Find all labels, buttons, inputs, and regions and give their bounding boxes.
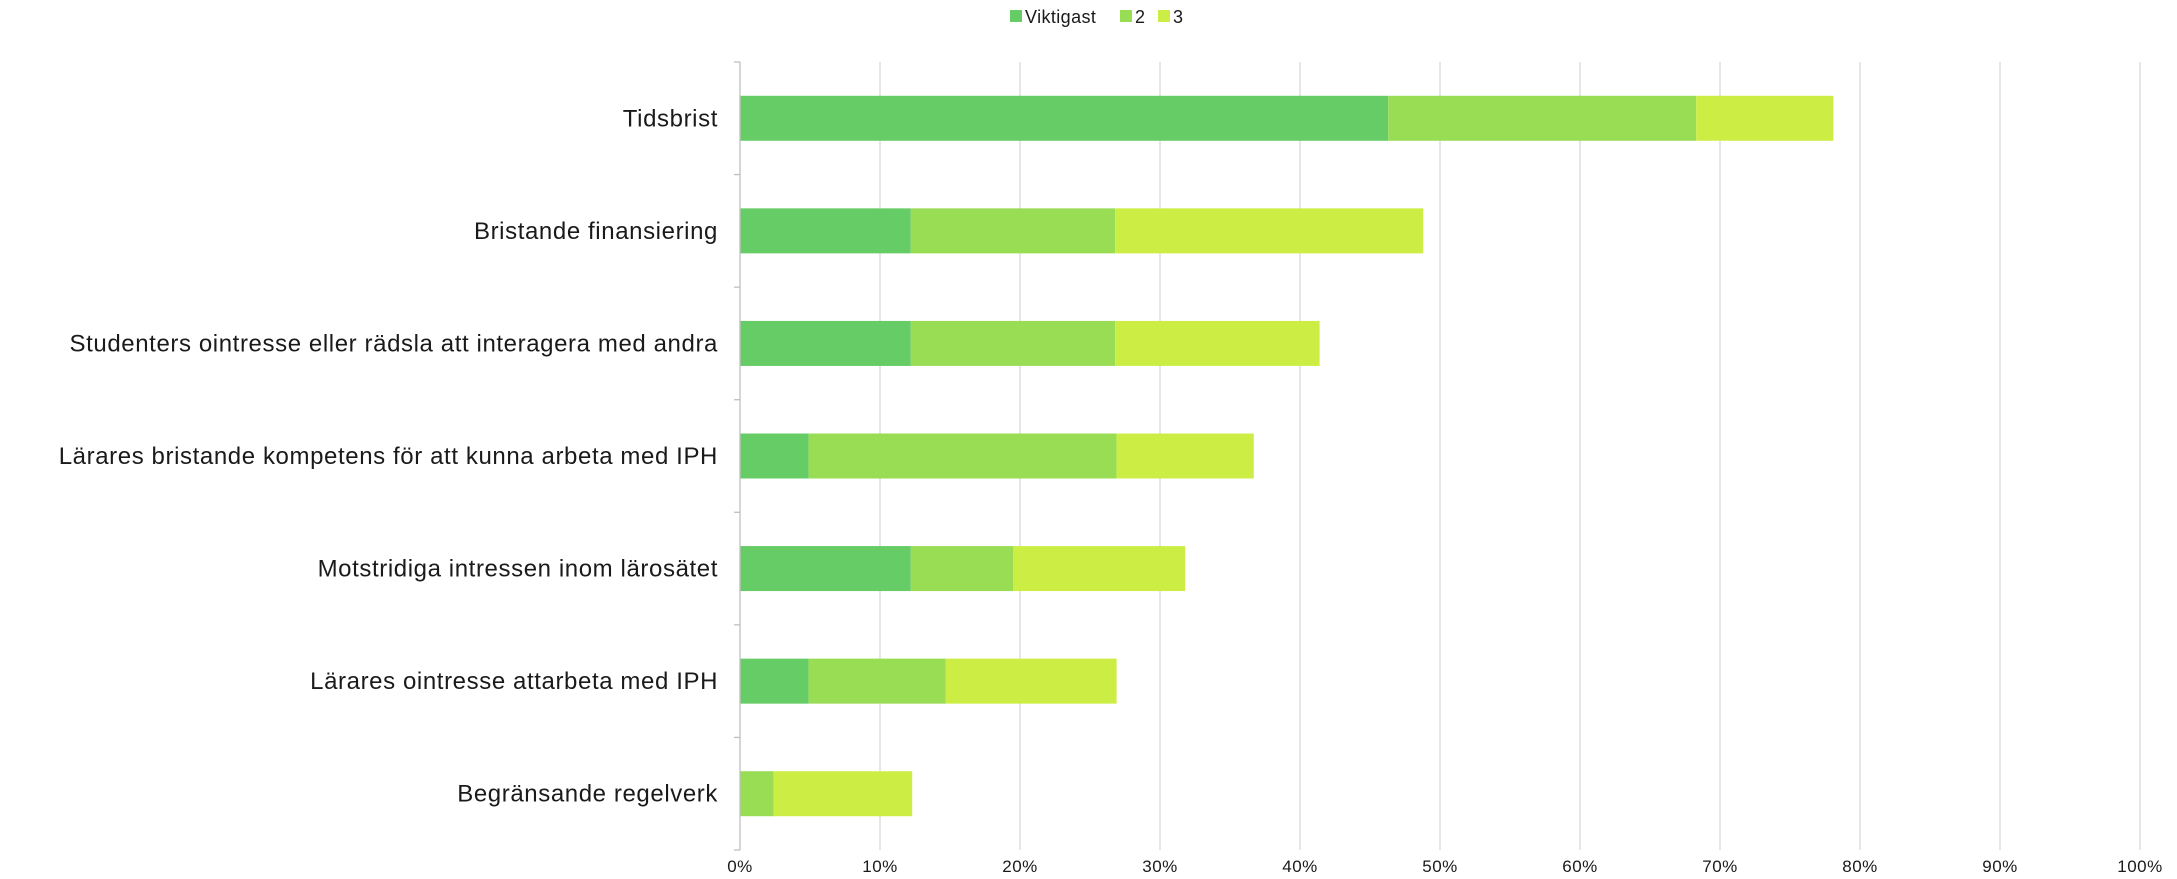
x-tick-label: 40% bbox=[1282, 857, 1318, 876]
bar-segment bbox=[1013, 546, 1186, 592]
legend-swatch bbox=[1158, 10, 1170, 22]
bar-segment bbox=[1116, 433, 1254, 479]
x-tick-label: 10% bbox=[862, 857, 898, 876]
category-label: Lärares ointresse attarbeta med IPH bbox=[310, 668, 718, 695]
bar-segment bbox=[740, 320, 911, 366]
legend-label: Viktigast bbox=[1025, 7, 1096, 27]
category-label: Bristande finansiering bbox=[474, 218, 718, 245]
bar-segment bbox=[740, 95, 1389, 141]
x-tick-labels: 0% 10% 20% 30% 40% 50% 60% 70% 80% 90% 100% bbox=[727, 857, 2162, 876]
bar-segment bbox=[740, 433, 809, 479]
category-label: Tidsbrist bbox=[623, 105, 718, 132]
category-label: Lärares bristande kompetens för att kunn… bbox=[59, 443, 718, 470]
legend-swatch bbox=[1010, 10, 1022, 22]
bar-segment bbox=[910, 546, 1013, 592]
bar-segment bbox=[1115, 208, 1424, 254]
category-label: Studenters ointresse eller rädsla att in… bbox=[70, 330, 719, 357]
category-label: Motstridiga intressen inom lärosätet bbox=[318, 556, 718, 583]
category-axis bbox=[734, 61, 741, 851]
bar-segment bbox=[945, 658, 1117, 704]
bar-segment bbox=[910, 320, 1116, 366]
x-tick-label: 100% bbox=[2117, 857, 2162, 876]
bar-segment bbox=[910, 208, 1116, 254]
bar-segment bbox=[773, 771, 913, 817]
bar-segment bbox=[740, 771, 774, 817]
legend-label: 2 bbox=[1135, 7, 1145, 27]
x-tick-label: 60% bbox=[1562, 857, 1598, 876]
x-tick-label: 80% bbox=[1842, 857, 1878, 876]
x-tick-label: 50% bbox=[1422, 857, 1458, 876]
x-tick-label: 20% bbox=[1002, 857, 1038, 876]
category-label: Begränsande regelverk bbox=[457, 781, 718, 808]
bar-segment bbox=[740, 546, 911, 592]
bars bbox=[740, 95, 1834, 817]
x-tick-label: 70% bbox=[1702, 857, 1738, 876]
x-tick-label: 0% bbox=[727, 857, 753, 876]
x-tick-label: 90% bbox=[1982, 857, 2018, 876]
bar-segment bbox=[1388, 95, 1697, 141]
bar-segment bbox=[808, 433, 1117, 479]
gridlines bbox=[879, 62, 2141, 850]
bar-segment bbox=[740, 208, 911, 254]
bar-segment bbox=[808, 658, 946, 704]
x-tick-label: 30% bbox=[1142, 857, 1178, 876]
bar-segment bbox=[740, 658, 809, 704]
bar-segment bbox=[1696, 95, 1834, 141]
legend: Viktigast 2 3 bbox=[1010, 7, 1183, 27]
legend-label: 3 bbox=[1173, 7, 1183, 27]
legend-swatch bbox=[1120, 10, 1132, 22]
category-labels: Tidsbrist Bristande finansiering Studenter… bbox=[59, 105, 719, 808]
bar-segment bbox=[1115, 320, 1320, 366]
